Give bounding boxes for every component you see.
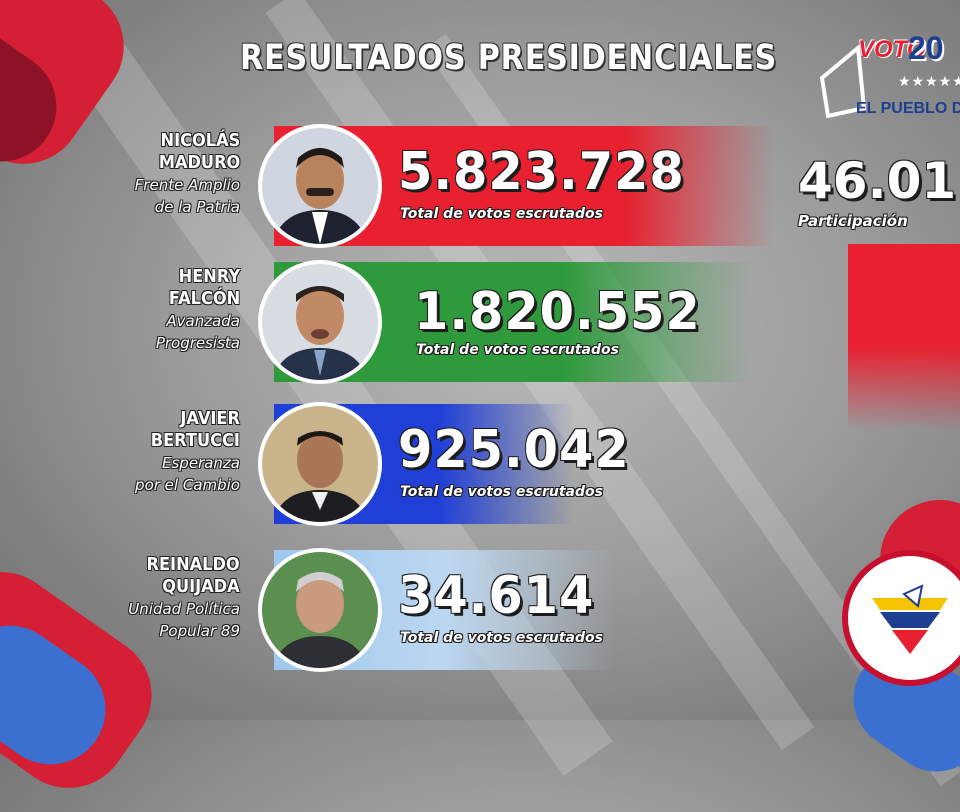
candidate-photo xyxy=(262,264,378,380)
candidate-row-bertucci: JAVIER BERTUCCI Esperanza por el Cambio … xyxy=(0,404,960,528)
candidate-name: HENRY xyxy=(178,266,240,287)
vote-count: 1.820.552 xyxy=(414,282,701,342)
vote-caption: Total de votos escrutados xyxy=(416,342,619,358)
vote-count: 925.042 xyxy=(398,420,630,480)
candidate-photo xyxy=(262,552,378,668)
participation-label: Participación xyxy=(798,212,908,230)
candidate-name: MADURO xyxy=(158,152,240,173)
vote-count: 34.614 xyxy=(398,566,595,626)
candidate-photo xyxy=(262,406,378,522)
vote-caption: Total de votos escrutados xyxy=(400,484,603,500)
vote-count: 5.823.728 xyxy=(398,142,685,202)
candidate-name-block: REINALDO QUIJADA Unidad Política Popular… xyxy=(128,554,240,642)
candidate-party: Progresista xyxy=(155,334,240,352)
participation-bar xyxy=(848,244,960,430)
candidate-party: Esperanza xyxy=(162,454,240,472)
logo-year-text: 20 xyxy=(908,30,944,66)
candidate-row-quijada: REINALDO QUIJADA Unidad Política Popular… xyxy=(0,550,960,674)
candidate-name-block: HENRY FALCÓN Avanzada Progresista xyxy=(156,266,240,354)
candidate-name: NICOLÁS xyxy=(160,130,240,151)
candidate-name: BERTUCCI xyxy=(150,430,240,451)
candidate-photo xyxy=(262,128,378,244)
candidate-party: de la Patria xyxy=(154,198,240,216)
candidate-name-block: JAVIER BERTUCCI Esperanza por el Cambio xyxy=(135,408,240,496)
vtv-logo xyxy=(848,556,960,680)
logo-voto-text: VOTO xyxy=(858,36,926,63)
participation-value: 46.01 xyxy=(798,152,957,210)
logo-slogan: EL PUEBLO DE xyxy=(856,100,960,117)
candidate-row-falcon: HENRY FALCÓN Avanzada Progresista 1.820.… xyxy=(0,262,960,386)
candidate-name: QUIJADA xyxy=(162,576,240,597)
voto-logo: VOTO 20 ★★★★★ EL PUEBLO DE xyxy=(812,8,960,128)
candidate-row-maduro: NICOLÁS MADURO Frente Amplio de la Patri… xyxy=(0,126,960,250)
vote-caption: Total de votos escrutados xyxy=(400,630,603,646)
page-title: RESULTADOS PRESIDENCIALES xyxy=(240,38,778,78)
candidate-party: Unidad Política xyxy=(128,600,240,618)
candidate-name-block: NICOLÁS MADURO Frente Amplio de la Patri… xyxy=(135,130,240,218)
candidate-name: JAVIER xyxy=(180,408,240,429)
logo-stars-icon: ★★★★★ xyxy=(898,74,960,90)
candidate-party: Frente Amplio xyxy=(134,176,240,194)
vote-caption: Total de votos escrutados xyxy=(400,206,603,222)
candidate-name: FALCÓN xyxy=(168,288,240,309)
vtv-flag-icon xyxy=(872,584,948,654)
candidate-party: por el Cambio xyxy=(135,476,240,494)
ballot-box-icon xyxy=(819,44,867,118)
candidate-party: Avanzada xyxy=(166,312,240,330)
candidate-party: Popular 89 xyxy=(159,622,240,640)
candidate-name: REINALDO xyxy=(146,554,240,575)
